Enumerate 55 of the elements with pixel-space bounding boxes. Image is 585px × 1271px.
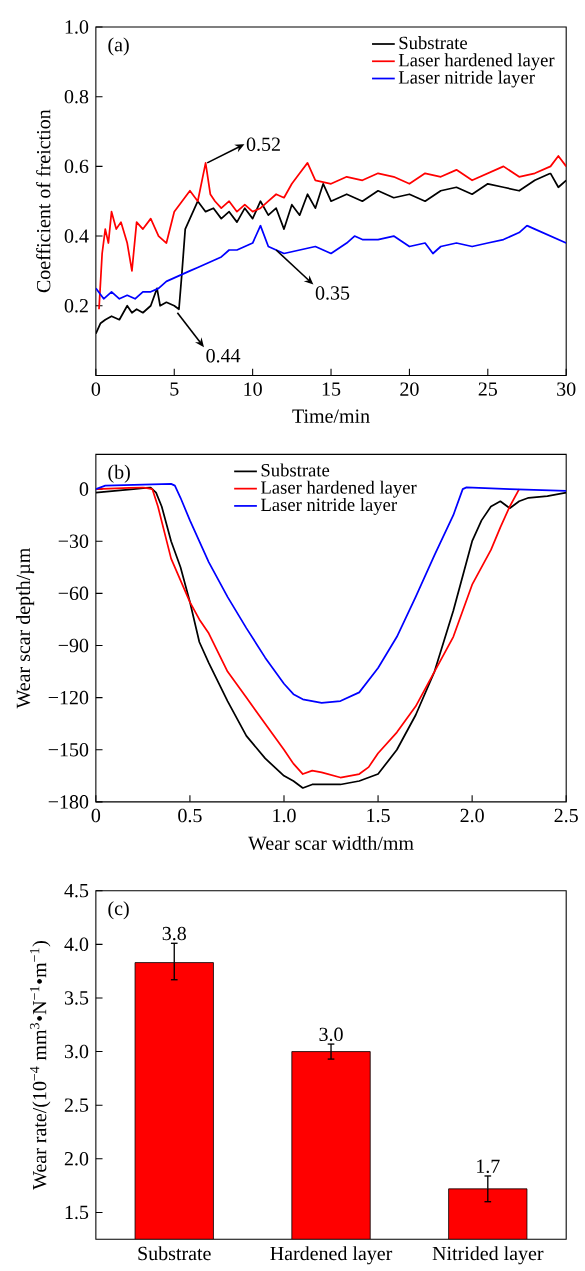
legend-label: Substrate: [399, 36, 467, 50]
y-tick-label: −30: [58, 534, 89, 548]
x-tick-label: 20: [400, 382, 419, 396]
x-tick-label: 0: [91, 382, 100, 396]
y-tick-label: 0.8: [64, 89, 89, 104]
x-tick-label: 30: [557, 382, 576, 396]
x-axis-title: Time/min: [292, 409, 370, 423]
x-tick-label: 1.5: [367, 808, 390, 823]
x-axis-title: Wear scar width/mm: [247, 835, 414, 851]
y-axis-title: Coefficient of freiction: [35, 109, 51, 293]
y-tick-label: 2.0: [64, 1152, 89, 1166]
annotation: 0.35: [315, 286, 350, 300]
y-tick-label: −120: [48, 690, 89, 705]
y-tick-label: 1.5: [65, 1205, 89, 1220]
x-tick-label: 2.5: [554, 808, 578, 823]
legend-label: Laser hardened layer: [260, 480, 417, 498]
annotation: (c): [108, 901, 129, 920]
y-tick-label: −180: [48, 795, 89, 809]
y-tick-label: 3.5: [64, 991, 89, 1005]
x-tick-label: 25: [478, 382, 497, 396]
data-label: 3.8: [162, 926, 186, 941]
y-tick-label: 4.0: [64, 937, 89, 952]
x-tick-label: 5: [170, 382, 179, 396]
y-tick-label: −150: [48, 743, 89, 757]
legend-label: Laser nitride layer: [260, 497, 397, 515]
y-tick-label: 2.5: [64, 1098, 89, 1112]
annotation: (a): [108, 37, 129, 56]
legend-label: Laser hardened layer: [398, 53, 555, 71]
legend-label: Laser nitride layer: [398, 70, 535, 88]
y-tick-label: 0.4: [64, 229, 89, 243]
data-label: 1.7: [476, 1159, 500, 1174]
y-tick-label: −60: [58, 586, 89, 601]
x-tick-label: 2.0: [460, 808, 484, 823]
y-tick-label: −90: [58, 638, 89, 653]
legend-label: Substrate: [261, 463, 329, 477]
x-tick-label: 15: [322, 382, 341, 396]
y-tick-label: 4.5: [64, 884, 89, 898]
annotation: 0.52: [246, 137, 280, 152]
y-tick-label: 0.2: [64, 298, 88, 313]
x-tick-label: 0: [91, 808, 100, 823]
y-tick-label: 1.0: [65, 20, 89, 34]
text: Wear rate/(10$^{−4}$ mm$^{3}$•N$^{−1}$•m$^{−1}$): [29, 941, 51, 1190]
y-tick-label: 3.0: [64, 1044, 89, 1059]
x-tick-label: Nitrided layer: [432, 1246, 544, 1265]
y-tick-label: 0.6: [64, 159, 89, 174]
x-tick-label: Substrate: [138, 1246, 211, 1261]
y-tick-label: 0: [79, 482, 89, 496]
x-tick-label: 0.5: [178, 808, 202, 823]
annotation: 0.44: [206, 348, 241, 363]
y-axis-title: Wear scar depth/µm: [15, 548, 34, 709]
x-tick-label: 10: [244, 382, 262, 396]
annotation: (b): [108, 464, 130, 483]
data-label: 3.0: [319, 1027, 343, 1042]
x-tick-label: Hardened layer: [270, 1246, 392, 1265]
x-tick-label: 1.0: [273, 808, 296, 823]
